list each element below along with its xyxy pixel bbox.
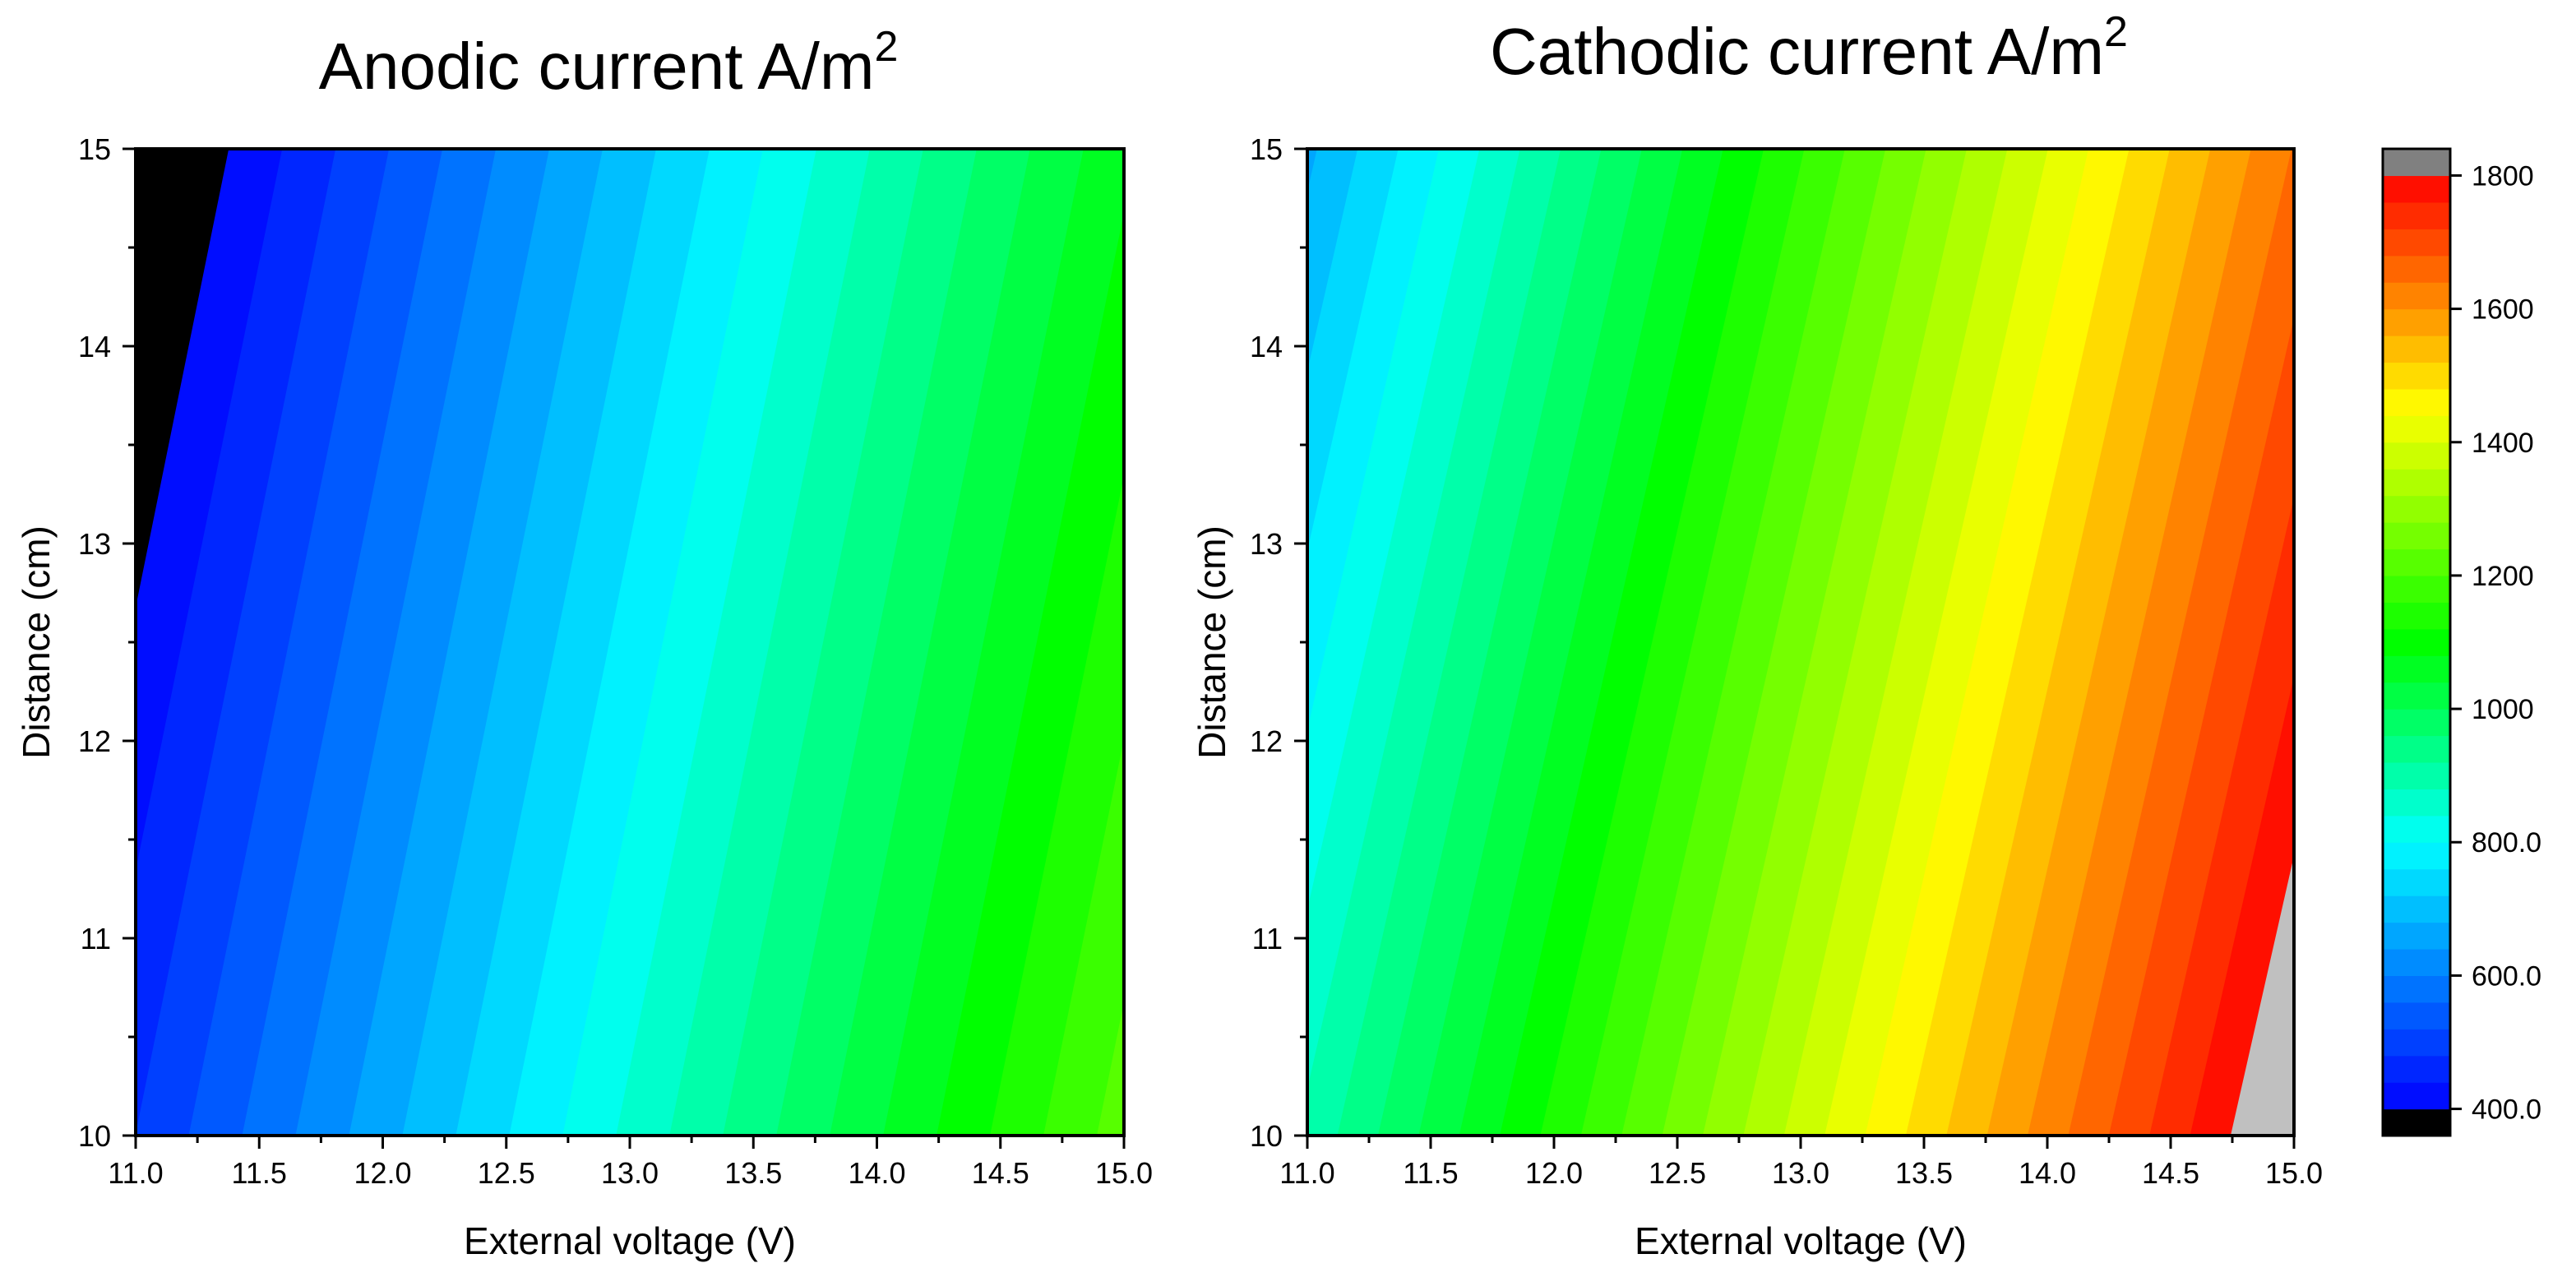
colorbar-level-swatch xyxy=(2383,388,2450,416)
colorbar-level-swatch xyxy=(2383,575,2450,603)
cathodic-x-tick-label: 13.5 xyxy=(1895,1156,1953,1190)
cathodic-y-axis-label: Distance (cm) xyxy=(1191,525,1233,759)
colorbar-level-swatch xyxy=(2383,362,2450,390)
colorbar-tick-label: 1600 xyxy=(2472,294,2534,326)
colorbar-level-swatch xyxy=(2383,469,2450,497)
cathodic-x-tick-label: 12.5 xyxy=(1649,1156,1706,1190)
colorbar-level-swatch xyxy=(2383,522,2450,550)
colorbar-level-swatch xyxy=(2383,628,2450,656)
colorbar-tick-label: 1400 xyxy=(2472,428,2534,459)
anodic-contour-plot xyxy=(135,148,1125,1136)
colorbar-level-swatch xyxy=(2383,495,2450,523)
colorbar-level-swatch xyxy=(2383,789,2450,817)
cathodic-x-tick-label: 15.0 xyxy=(2265,1156,2323,1190)
anodic-x-tick-label: 14.0 xyxy=(848,1156,905,1190)
colorbar-tick-label: 1800 xyxy=(2472,160,2534,192)
colorbar-level-swatch xyxy=(2383,1082,2450,1110)
anodic-y-tick-label: 13 xyxy=(78,527,111,561)
colorbar-frame xyxy=(2381,147,2452,1137)
colorbar-level-swatch xyxy=(2383,602,2450,630)
anodic-y-tick-label: 12 xyxy=(78,724,111,758)
colorbar-level-swatch xyxy=(2383,895,2450,923)
anodic-y-axis-label: Distance (cm) xyxy=(15,525,58,759)
colorbar-level-swatch xyxy=(2383,1108,2450,1136)
colorbar-level-swatch xyxy=(2383,415,2450,443)
colorbar-level-swatch xyxy=(2383,175,2450,203)
colorbar-level-swatch xyxy=(2383,1029,2450,1057)
colorbar-level-swatch xyxy=(2383,201,2450,229)
colorbar-level-swatch xyxy=(2383,1002,2450,1029)
cathodic-y-tick-label: 11 xyxy=(1252,922,1283,955)
anodic-axes: 11.0 11.5 12.0 12.5 13.0 13.5 14.0 14.5 15.0 10 11… xyxy=(78,132,1153,1190)
cathodic-y-tick-label: 14 xyxy=(1250,330,1283,363)
anodic-y-tick-label: 10 xyxy=(78,1119,111,1153)
anodic-y-tick-label: 15 xyxy=(78,132,111,166)
anodic-x-tick-label: 13.0 xyxy=(601,1156,659,1190)
colorbar-tick-label: 1000 xyxy=(2472,694,2534,725)
colorbar-level-swatch xyxy=(2383,229,2450,257)
colorbar-level-swatch xyxy=(2383,815,2450,843)
anodic-current-panel: Anodic current A/m2 11.0 11.5 12.0 12.5 13.0… xyxy=(15,23,1153,1262)
cathodic-contour-plot xyxy=(1306,148,2295,1136)
colorbar-level-swatch xyxy=(2383,922,2450,950)
cathodic-x-tick-label: 14.5 xyxy=(2142,1156,2199,1190)
colorbar-level-swatch xyxy=(2383,1055,2450,1083)
cathodic-y-tick-label: 15 xyxy=(1250,132,1283,166)
cathodic-y-tick-label: 10 xyxy=(1250,1119,1283,1153)
colorbar-level-swatch xyxy=(2383,761,2450,789)
cathodic-x-tick-label: 11.5 xyxy=(1403,1156,1458,1190)
colorbar-tick-label: 800.0 xyxy=(2472,827,2541,858)
anodic-title: Anodic current A/m2 xyxy=(319,23,899,103)
colorbar-level-swatch xyxy=(2383,548,2450,576)
cathodic-axes: 11.0 11.5 12.0 12.5 13.0 13.5 14.0 14.5 15.0 10 11… xyxy=(1250,132,2323,1190)
colorbar: 400.0 600.0 800.0 1000 1200 1400 1600 1800 xyxy=(2381,147,2541,1137)
colorbar-level-swatch xyxy=(2383,335,2450,363)
colorbar-level-swatch xyxy=(2383,709,2450,737)
anodic-x-tick-label: 11.5 xyxy=(232,1156,287,1190)
anodic-x-tick-label: 15.0 xyxy=(1095,1156,1153,1190)
cathodic-x-tick-label: 13.0 xyxy=(1772,1156,1829,1190)
anodic-x-tick-label: 13.5 xyxy=(724,1156,782,1190)
anodic-x-tick-label: 12.0 xyxy=(354,1156,411,1190)
colorbar-level-swatch xyxy=(2383,282,2450,310)
anodic-x-tick-label: 14.5 xyxy=(972,1156,1029,1190)
anodic-y-tick-label: 11 xyxy=(81,922,111,955)
colorbar-level-swatch xyxy=(2383,735,2450,763)
cathodic-y-tick-label: 13 xyxy=(1250,527,1283,561)
colorbar-tick-label: 1200 xyxy=(2472,561,2534,592)
colorbar-level-swatch xyxy=(2383,149,2450,177)
anodic-x-tick-label: 12.5 xyxy=(478,1156,535,1190)
colorbar-level-swatch xyxy=(2383,842,2450,870)
colorbar-tick-label: 400.0 xyxy=(2472,1094,2541,1126)
cathodic-current-panel: Cathodic current A/m2 11.0 11.5 12.0 12.5 13… xyxy=(1191,8,2323,1262)
colorbar-level-swatch xyxy=(2383,308,2450,336)
colorbar-tick-label: 600.0 xyxy=(2472,960,2541,992)
colorbar-level-swatch xyxy=(2383,655,2450,683)
cathodic-y-tick-label: 12 xyxy=(1250,724,1283,758)
cathodic-x-tick-label: 12.0 xyxy=(1525,1156,1583,1190)
colorbar-level-swatch xyxy=(2383,975,2450,1003)
anodic-x-axis-label: External voltage (V) xyxy=(464,1219,796,1262)
anodic-x-tick-label: 11.0 xyxy=(108,1156,163,1190)
colorbar-level-swatch xyxy=(2383,442,2450,470)
cathodic-x-tick-label: 14.0 xyxy=(2019,1156,2076,1190)
colorbar-level-swatch xyxy=(2383,255,2450,283)
colorbar-level-swatch xyxy=(2383,868,2450,896)
colorbar-level-swatch xyxy=(2383,948,2450,976)
anodic-y-tick-label: 14 xyxy=(78,330,111,363)
cathodic-x-tick-label: 11.0 xyxy=(1279,1156,1334,1190)
cathodic-x-axis-label: External voltage (V) xyxy=(1635,1219,1967,1262)
cathodic-title: Cathodic current A/m2 xyxy=(1490,8,2128,88)
colorbar-level-swatch xyxy=(2383,682,2450,710)
